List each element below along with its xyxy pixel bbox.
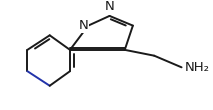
- Text: NH₂: NH₂: [185, 61, 210, 74]
- Text: N: N: [78, 19, 88, 32]
- Text: N: N: [105, 0, 114, 13]
